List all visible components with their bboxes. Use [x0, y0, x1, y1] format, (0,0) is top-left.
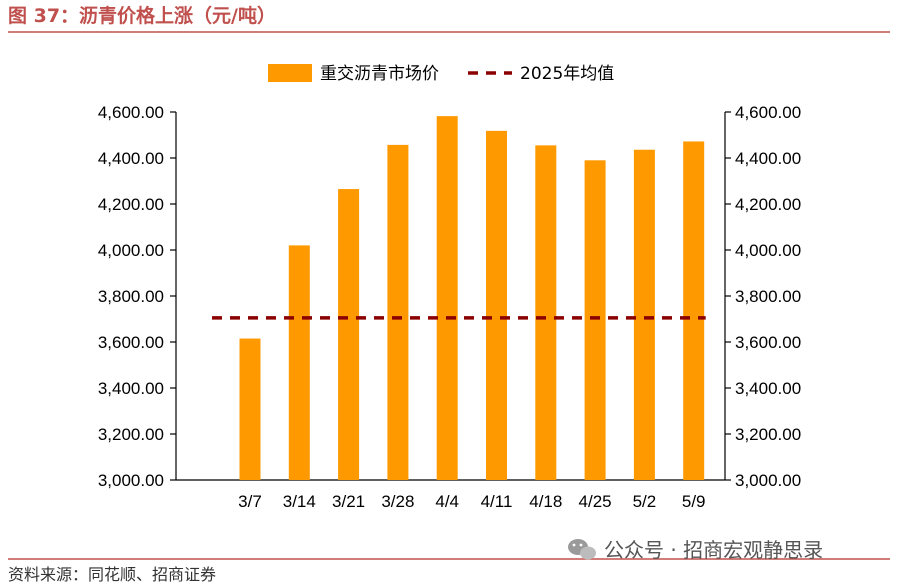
y-tick-label-right: 3,600.00 — [735, 333, 801, 352]
y-tick-label-left: 4,600.00 — [98, 103, 164, 122]
x-tick-label: 4/18 — [529, 492, 562, 511]
y-tick-label-left: 3,600.00 — [98, 333, 164, 352]
bar — [338, 189, 360, 481]
x-tick-label: 3/7 — [238, 492, 262, 511]
y-tick-label-left: 4,200.00 — [98, 195, 164, 214]
y-tick-label-left: 3,000.00 — [98, 471, 164, 490]
bar — [288, 245, 310, 480]
y-tick-label-right: 3,400.00 — [735, 379, 801, 398]
bar-series — [239, 116, 705, 481]
x-tick-label: 4/11 — [481, 492, 513, 511]
x-tick-label: 3/14 — [283, 492, 316, 511]
y-tick-label-right: 4,200.00 — [735, 195, 801, 214]
bar — [387, 144, 409, 480]
source-note: 资料来源：同花顺、招商证券 — [8, 565, 216, 584]
y-tick-label-right: 4,000.00 — [735, 241, 801, 260]
y-ticks-right: 3,000.00 3,200.00 3,400.00 3,600.00 3,800.00… — [725, 103, 801, 490]
bar — [584, 160, 606, 481]
x-tick-label: 5/2 — [633, 492, 657, 511]
figure-title: 图 37：沥青价格上涨（元/吨） — [8, 4, 276, 27]
y-tick-label-right: 3,000.00 — [735, 471, 801, 490]
y-tick-label-left: 3,400.00 — [98, 379, 164, 398]
x-tick-label: 4/4 — [435, 492, 459, 511]
legend-label-bar: 重交沥青市场价 — [320, 64, 439, 84]
y-ticks-left: 3,000.00 3,200.00 3,400.00 3,600.00 3,800.00… — [98, 103, 176, 490]
y-tick-label-left: 3,200.00 — [98, 425, 164, 444]
y-tick-label-right: 3,800.00 — [735, 287, 801, 306]
bar — [683, 141, 705, 480]
bar — [633, 149, 655, 480]
y-tick-label-left: 4,000.00 — [98, 241, 164, 260]
y-tick-label-right: 3,200.00 — [735, 425, 801, 444]
y-tick-label-right: 4,400.00 — [735, 149, 801, 168]
bar — [239, 338, 261, 480]
y-tick-label-left: 3,800.00 — [98, 287, 164, 306]
legend-label-line: 2025年均值 — [520, 64, 614, 84]
watermark: 公众号 · 招商宏观静思录 — [568, 538, 823, 562]
bar — [535, 145, 557, 480]
wechat-icon — [568, 539, 596, 560]
legend-swatch-bar — [268, 64, 312, 82]
bar — [436, 116, 458, 480]
x-tick-label: 3/21 — [332, 492, 365, 511]
watermark-text: 公众号 · 招商宏观静思录 — [604, 538, 823, 562]
y-tick-label-right: 4,600.00 — [735, 103, 801, 122]
x-tick-label: 3/28 — [381, 492, 414, 511]
x-ticks: 3/7 3/14 3/21 3/28 4/4 4/11 4/18 4/25 5/2 5/9 — [238, 492, 705, 511]
legend: 重交沥青市场价 2025年均值 — [268, 64, 614, 84]
y-tick-label-left: 4,400.00 — [98, 149, 164, 168]
x-tick-label: 5/9 — [682, 492, 706, 511]
bar — [486, 130, 507, 481]
x-tick-label: 4/25 — [579, 492, 612, 511]
